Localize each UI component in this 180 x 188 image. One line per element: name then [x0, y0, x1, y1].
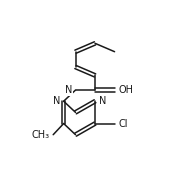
- Text: OH: OH: [118, 85, 133, 95]
- Text: CH₃: CH₃: [31, 130, 50, 140]
- Text: N: N: [98, 96, 106, 106]
- Text: Cl: Cl: [118, 119, 128, 129]
- Text: N: N: [53, 96, 60, 106]
- Text: N: N: [65, 85, 72, 95]
